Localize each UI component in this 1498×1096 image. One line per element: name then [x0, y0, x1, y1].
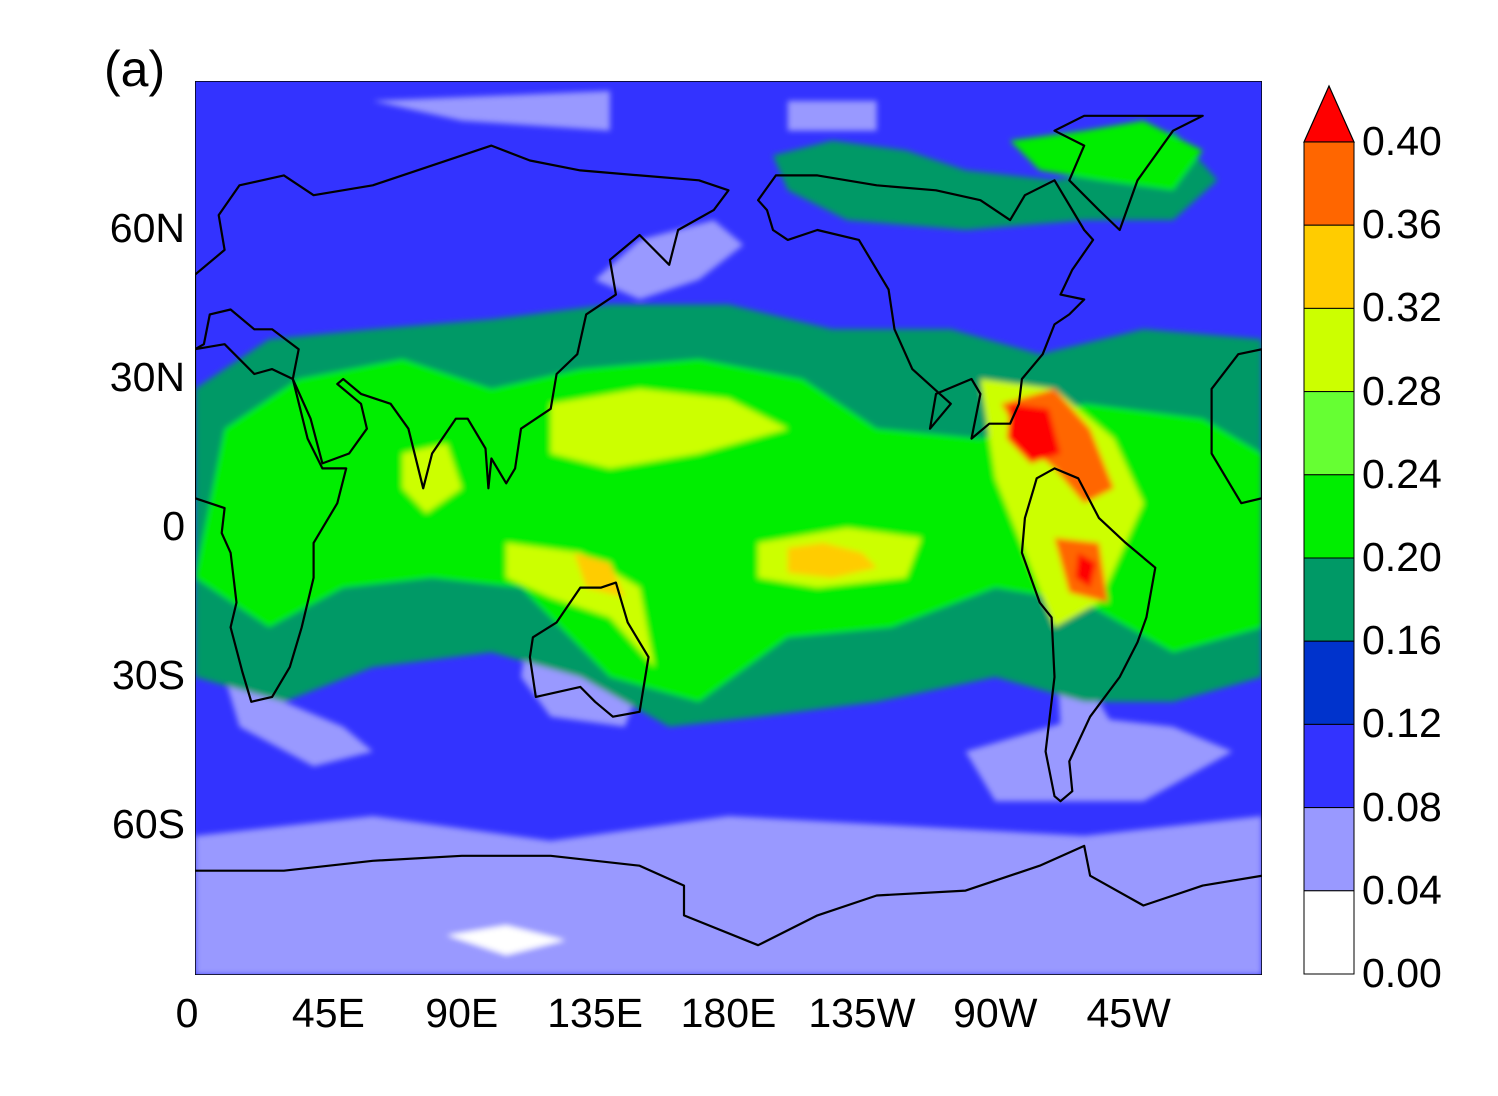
colorbar-tick-label: 0.00 [1362, 950, 1442, 996]
lat-tick-label: 60S [112, 801, 185, 847]
maritime-continent-yellow-region [506, 542, 655, 668]
south-pacific-low-region [965, 716, 1233, 802]
colorbar-segment [1303, 557, 1355, 642]
colorbar-extend-triangle [1303, 84, 1355, 143]
lon-tick-label: 0 [175, 990, 199, 1036]
colorbar-tick-label: 0.36 [1362, 201, 1442, 248]
colorbar-tick-label: 0.40 [1362, 118, 1442, 164]
coastline [528, 581, 650, 718]
caribbean-max-region [1007, 403, 1061, 464]
colorbar-tick-label: 0.28 [1362, 367, 1442, 414]
colorbar-segment [1303, 141, 1355, 226]
lat-tick-label: 0 [162, 503, 185, 549]
colorbar-tick-label: 0.16 [1362, 617, 1442, 664]
colorbar-tick-label: 0.32 [1362, 284, 1442, 331]
southern-ocean-low-region [195, 816, 1262, 975]
colorbar-tick-label: 0.24 [1362, 450, 1442, 497]
map-plot-area [195, 81, 1262, 975]
coastline [1053, 114, 1204, 232]
coastline [1020, 467, 1157, 803]
panel-label: (a) [104, 41, 166, 97]
north-pacific-yellow-region [550, 388, 788, 469]
indonesia-max-region [574, 552, 625, 598]
arctic-ocean-low-region [787, 100, 877, 131]
boreal-green-region [773, 130, 1218, 230]
colorbar-segment [1303, 640, 1355, 725]
colorbar [1303, 84, 1355, 975]
colorbar-tick-label: 0.08 [1362, 783, 1442, 830]
coastline [195, 343, 348, 703]
colorbar-segment [1303, 474, 1355, 559]
lon-tick-label: 45E [291, 990, 365, 1036]
colorbar-segment [1303, 224, 1355, 309]
lon-tick-label: 90E [425, 990, 499, 1036]
antarctica-white-region [446, 925, 566, 956]
coastline [1210, 348, 1262, 505]
colorbar-tick-label: 0.04 [1362, 866, 1442, 913]
north-atlantic-green-region [1010, 120, 1203, 191]
lon-tick-label: 135E [547, 990, 643, 1036]
lon-tick-label: 180E [680, 990, 777, 1036]
coastline [195, 844, 1262, 947]
colorbar-tick-label: 0.12 [1362, 700, 1442, 747]
colorbar-segment [1303, 807, 1355, 892]
coastline [757, 174, 1095, 440]
north-pacific-low-region [595, 220, 744, 300]
lat-tick-label: 60N [109, 205, 185, 251]
colorbar-segment [1303, 723, 1355, 809]
arctic-ocean-low-region [372, 90, 610, 131]
amazon-max-region [1075, 552, 1096, 588]
central-pacific-max-region [787, 542, 877, 578]
colorbar-segment [1303, 890, 1355, 975]
colorbar-tick-label: 0.20 [1362, 534, 1442, 580]
contour-map [195, 81, 1262, 975]
lon-tick-label: 135W [808, 990, 916, 1036]
lon-tick-label: 90W [953, 990, 1038, 1036]
lat-tick-label: 30S [112, 652, 185, 698]
colorbar-segment [1303, 307, 1355, 393]
lat-tick-label: 30N [109, 354, 185, 400]
colorbar-segment [1303, 391, 1355, 476]
lon-tick-label: 45W [1086, 990, 1171, 1036]
coastline [195, 144, 730, 490]
